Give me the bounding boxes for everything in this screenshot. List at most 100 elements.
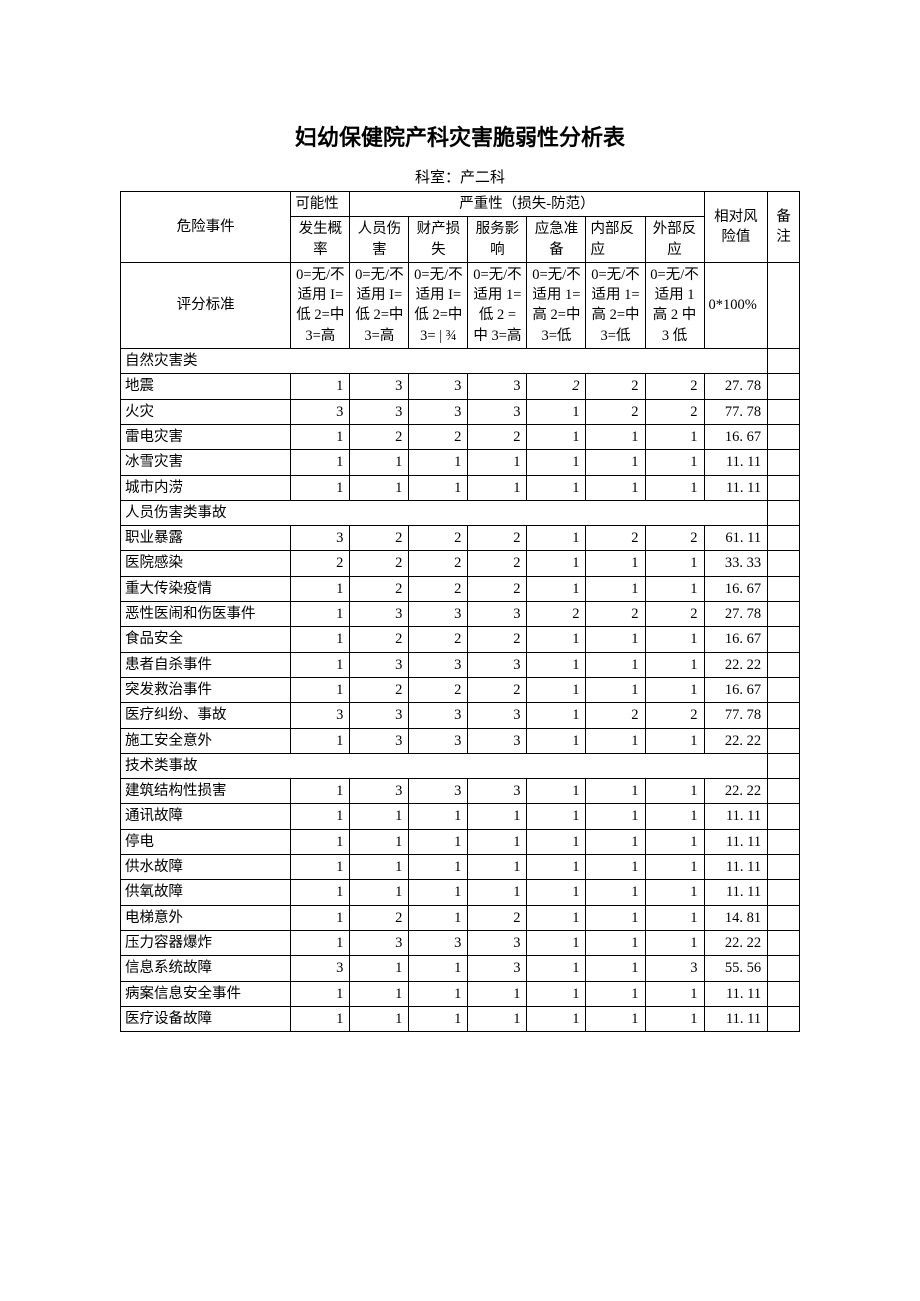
table-row: 突发救治事件122211116. 67 <box>121 677 800 702</box>
cell-note <box>768 399 800 424</box>
table-row: 冰雪灾害111111111. 11 <box>121 450 800 475</box>
table-row: 医疗设备故障111111111. 11 <box>121 1006 800 1031</box>
cell-value: 1 <box>527 677 586 702</box>
cell-value: 2 <box>645 399 704 424</box>
cell-value: 3 <box>350 779 409 804</box>
cell-note <box>768 374 800 399</box>
cell-risk: 16. 67 <box>704 424 768 449</box>
cell-note <box>768 981 800 1006</box>
cell-risk: 11. 11 <box>704 1006 768 1031</box>
cell-note <box>768 677 800 702</box>
cell-value: 1 <box>409 981 468 1006</box>
section-header: 自然灾害类 <box>121 349 800 374</box>
cell-value: 1 <box>527 1006 586 1031</box>
row-name: 城市内涝 <box>121 475 291 500</box>
cell-value: 3 <box>350 399 409 424</box>
cell-value: 1 <box>527 829 586 854</box>
cell-note <box>768 551 800 576</box>
cell-value: 2 <box>468 677 527 702</box>
cell-value: 1 <box>586 804 645 829</box>
cell-value: 2 <box>645 602 704 627</box>
row-name: 医疗设备故障 <box>121 1006 291 1031</box>
row-name: 职业暴露 <box>121 526 291 551</box>
cell-note <box>768 703 800 728</box>
cell-value: 2 <box>645 374 704 399</box>
cell-value: 3 <box>350 374 409 399</box>
cell-value: 1 <box>527 905 586 930</box>
row-name: 供氧故障 <box>121 880 291 905</box>
cell-value: 1 <box>586 627 645 652</box>
table-row: 医疗纠纷、事故333312277. 78 <box>121 703 800 728</box>
cell-value: 2 <box>409 424 468 449</box>
cell-value: 3 <box>291 399 350 424</box>
cell-value: 1 <box>291 374 350 399</box>
cell-value: 1 <box>409 855 468 880</box>
cell-risk: 11. 11 <box>704 804 768 829</box>
cell-note <box>768 905 800 930</box>
cell-value: 1 <box>645 930 704 955</box>
row-name: 施工安全意外 <box>121 728 291 753</box>
row-name: 重大传染疫情 <box>121 576 291 601</box>
page-title: 妇幼保健院产科灾害脆弱性分析表 <box>120 120 800 152</box>
cell-value: 1 <box>350 981 409 1006</box>
cell-risk: 11. 11 <box>704 829 768 854</box>
col-risk: 相对风险值 <box>704 192 768 263</box>
col-note: 备注 <box>768 192 800 263</box>
table-row: 职业暴露322212261. 11 <box>121 526 800 551</box>
cell-value: 1 <box>409 880 468 905</box>
cell-value: 1 <box>586 981 645 1006</box>
cell-value: 1 <box>645 450 704 475</box>
table-row: 地震133322227. 78 <box>121 374 800 399</box>
cell-value: 1 <box>645 779 704 804</box>
cell-risk: 11. 11 <box>704 981 768 1006</box>
cell-value: 1 <box>586 424 645 449</box>
cell-risk: 22. 22 <box>704 652 768 677</box>
table-row: 停电111111111. 11 <box>121 829 800 854</box>
cell-risk: 14. 81 <box>704 905 768 930</box>
cell-value: 2 <box>645 526 704 551</box>
cell-value: 2 <box>350 905 409 930</box>
table-row: 压力容器爆炸133311122. 22 <box>121 930 800 955</box>
table-row: 火灾333312277. 78 <box>121 399 800 424</box>
cell-value: 3 <box>409 703 468 728</box>
cell-value: 1 <box>527 855 586 880</box>
cell-value: 2 <box>468 905 527 930</box>
cell-value: 3 <box>468 779 527 804</box>
cell-risk: 27. 78 <box>704 374 768 399</box>
cell-value: 2 <box>350 424 409 449</box>
cell-value: 1 <box>645 829 704 854</box>
section-name: 技术类事故 <box>121 753 768 778</box>
cell-value: 2 <box>409 677 468 702</box>
cell-risk: 16. 67 <box>704 576 768 601</box>
cell-value: 3 <box>468 374 527 399</box>
cell-value: 1 <box>645 475 704 500</box>
cell-value: 1 <box>527 804 586 829</box>
cell-value: 2 <box>586 399 645 424</box>
cell-value: 1 <box>291 728 350 753</box>
col-emergency: 应急准备 <box>527 217 586 263</box>
scoring-row: 评分标准 0=无/不适用 I=低 2=中 3=高 0=无/不适用 I=低 2=中… <box>121 262 800 348</box>
cell-value: 3 <box>291 526 350 551</box>
row-name: 压力容器爆炸 <box>121 930 291 955</box>
cell-value: 1 <box>409 475 468 500</box>
section-name: 人员伤害类事故 <box>121 500 768 525</box>
cell-value: 1 <box>527 399 586 424</box>
cell-value: 1 <box>291 880 350 905</box>
section-note <box>768 500 800 525</box>
scoring-risk: 0*100% <box>704 262 768 348</box>
section-name: 自然灾害类 <box>121 349 768 374</box>
row-name: 突发救治事件 <box>121 677 291 702</box>
cell-note <box>768 424 800 449</box>
cell-value: 1 <box>468 1006 527 1031</box>
page-subtitle: 科室：产二科 <box>120 166 800 187</box>
cell-value: 1 <box>291 905 350 930</box>
cell-value: 1 <box>291 677 350 702</box>
row-name: 通讯故障 <box>121 804 291 829</box>
cell-value: 3 <box>409 602 468 627</box>
cell-value: 3 <box>350 703 409 728</box>
cell-value: 1 <box>468 450 527 475</box>
col-service: 服务影响 <box>468 217 527 263</box>
cell-note <box>768 627 800 652</box>
cell-value: 1 <box>527 627 586 652</box>
cell-value: 1 <box>350 450 409 475</box>
